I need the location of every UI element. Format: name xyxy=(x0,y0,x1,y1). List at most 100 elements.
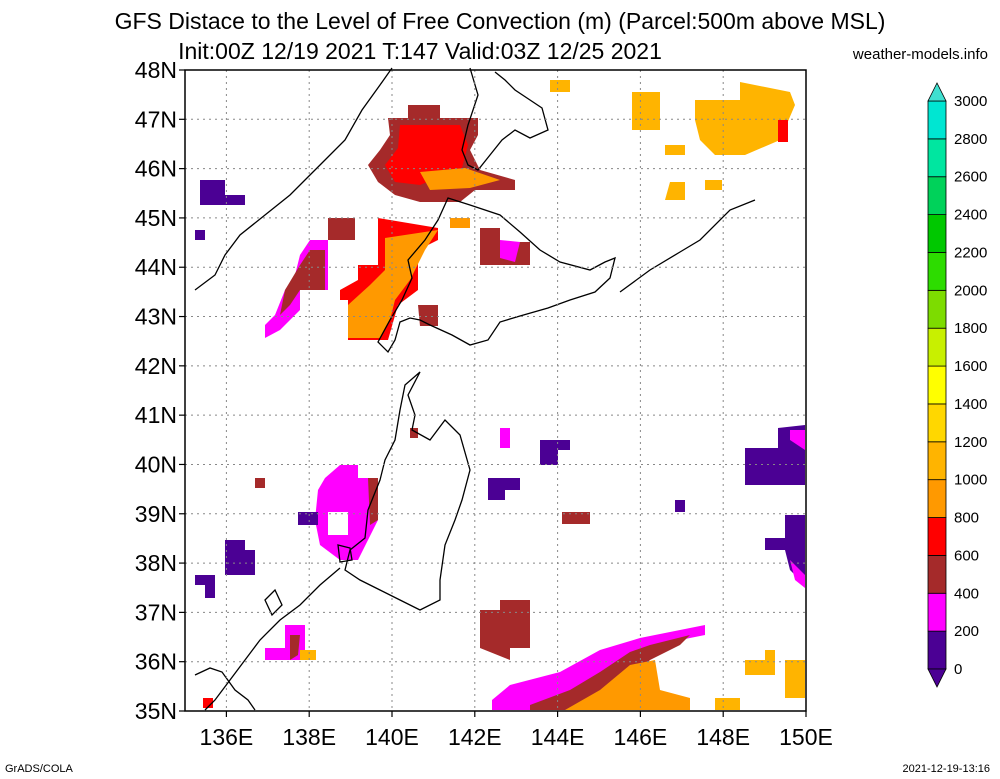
lat-tick-label: 41N xyxy=(135,402,177,428)
lfc-shading xyxy=(195,80,805,710)
shade-patch xyxy=(480,600,530,660)
shade-patch xyxy=(745,660,775,675)
coastline-hokkaido xyxy=(377,197,616,354)
map-gridlines xyxy=(185,70,806,711)
shade-patch xyxy=(705,180,722,190)
shade-patch xyxy=(255,478,265,488)
shade-patch xyxy=(195,575,215,598)
shade-patch xyxy=(300,650,316,660)
shade-patch xyxy=(665,182,685,200)
lat-tick-label: 44N xyxy=(135,254,177,280)
shade-patch xyxy=(778,120,788,142)
coastline-sado xyxy=(337,544,353,563)
lat-tick-label: 48N xyxy=(135,57,177,83)
lat-tick-label: 42N xyxy=(135,353,177,379)
colorbar-segment xyxy=(927,176,947,216)
shade-patch xyxy=(408,105,440,118)
map-title: GFS Distace to the Level of Free Convect… xyxy=(114,8,886,34)
coastline-kuril xyxy=(619,199,756,293)
colorbar-segment xyxy=(927,441,947,481)
shade-patch xyxy=(500,240,520,262)
lat-tick-label: 38N xyxy=(135,550,177,576)
colorbar-label: 200 xyxy=(954,623,979,640)
colorbar-segment xyxy=(927,252,947,291)
lat-tick-label: 43N xyxy=(135,304,177,330)
lon-tick-label: 148E xyxy=(696,724,750,750)
shade-patch xyxy=(790,560,805,588)
colorbar-segment xyxy=(927,138,947,178)
colorbar: 0 200 400 600 800 1000 1200 1400 1600 1800 2000 220… xyxy=(927,82,987,688)
colorbar-label: 2000 xyxy=(954,282,987,299)
colorbar-label: 1200 xyxy=(954,434,987,451)
lat-tick-label: 45N xyxy=(135,205,177,231)
longitude-axis: 136E 138E 140E 142E 144E 146E 148E 150E xyxy=(200,711,833,750)
shade-patch xyxy=(298,512,318,525)
shade-patch xyxy=(715,698,740,710)
lat-tick-label: 37N xyxy=(135,599,177,625)
colorbar-segment xyxy=(927,403,947,443)
shade-patch xyxy=(695,82,795,155)
lon-tick-label: 150E xyxy=(779,724,833,750)
lon-tick-label: 138E xyxy=(282,724,336,750)
coastline-sakhalin xyxy=(461,67,549,171)
colorbar-segment xyxy=(927,517,947,556)
colorbar-label: 0 xyxy=(954,661,962,678)
software-credit: GrADS/COLA xyxy=(5,763,73,775)
colorbar-segment xyxy=(927,630,947,670)
lon-tick-label: 140E xyxy=(365,724,419,750)
map-frame xyxy=(184,69,807,712)
coastline-noto xyxy=(264,588,283,617)
generation-timestamp: 2021-12-19-13:16 xyxy=(902,763,990,775)
colorbar-segment xyxy=(927,479,947,518)
lat-tick-label: 36N xyxy=(135,649,177,675)
colorbar-max-arrow xyxy=(927,82,947,102)
lon-tick-label: 136E xyxy=(200,724,254,750)
latitude-axis: 48N 47N 46N 45N 44N 43N 42N 41N 40N 39N 38N 37N 36N 3… xyxy=(135,57,185,724)
colorbar-segment xyxy=(927,289,947,329)
colorbar-label: 2400 xyxy=(954,207,987,224)
coastline-asia xyxy=(194,67,393,291)
lon-tick-label: 144E xyxy=(531,724,585,750)
colorbar-segment xyxy=(927,327,947,367)
shade-patch xyxy=(290,635,300,660)
source-credit: weather-models.info xyxy=(852,46,988,63)
colorbar-label: 1000 xyxy=(954,472,987,489)
shade-patch xyxy=(328,218,355,240)
shade-patch xyxy=(540,440,570,465)
shade-patch xyxy=(550,80,570,92)
colorbar-label: 1600 xyxy=(954,358,987,375)
shade-patch xyxy=(225,540,255,575)
colorbar-segment xyxy=(927,592,947,632)
coastline xyxy=(194,67,756,711)
coastline-honshu-north xyxy=(344,371,471,611)
lat-tick-label: 35N xyxy=(135,698,177,724)
shade-patch xyxy=(200,180,245,205)
colorbar-segment xyxy=(927,214,947,253)
shade-patch xyxy=(348,230,438,338)
coastline-sw xyxy=(194,667,256,711)
shade-patch xyxy=(785,660,805,698)
lon-tick-label: 142E xyxy=(448,724,502,750)
colorbar-segment xyxy=(927,555,947,594)
colorbar-label: 2600 xyxy=(954,169,987,186)
shade-patch xyxy=(418,305,438,326)
colorbar-label: 2800 xyxy=(954,131,987,148)
shade-patch xyxy=(765,650,775,660)
shade-patch xyxy=(565,660,690,710)
shade-patch xyxy=(280,250,325,315)
colorbar-label: 400 xyxy=(954,585,979,602)
colorbar-label: 3000 xyxy=(954,93,987,110)
shade-patch xyxy=(488,478,520,500)
shade-patch xyxy=(562,512,590,524)
shade-patch xyxy=(195,230,205,240)
shade-patch xyxy=(790,430,805,450)
colorbar-segment xyxy=(927,100,947,140)
colorbar-label: 1400 xyxy=(954,396,987,413)
lat-tick-label: 39N xyxy=(135,501,177,527)
shade-patch xyxy=(450,218,470,228)
colorbar-label: 1800 xyxy=(954,320,987,337)
colorbar-label: 600 xyxy=(954,547,979,564)
shade-patch xyxy=(420,168,500,190)
colorbar-label: 800 xyxy=(954,510,979,527)
coastline-honshu-south xyxy=(204,567,341,711)
